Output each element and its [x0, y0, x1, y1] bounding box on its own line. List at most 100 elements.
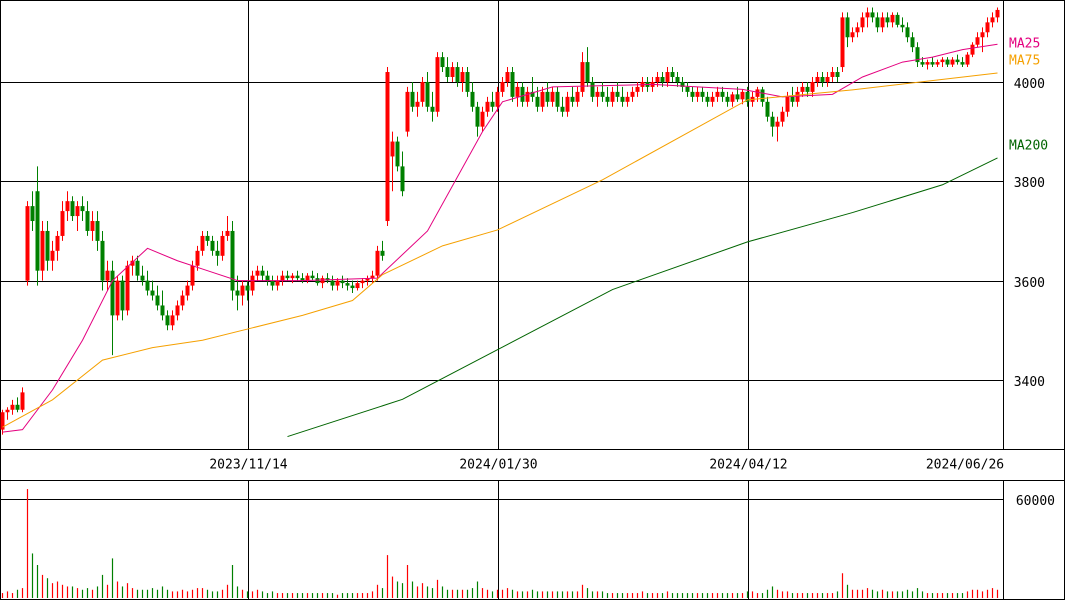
candle-body: [445, 67, 450, 77]
y-tick-label: 3600: [1014, 276, 1045, 291]
candle-body: [530, 91, 535, 97]
y-tick-label: 3400: [1014, 375, 1045, 390]
candle-body: [20, 392, 25, 410]
candle-body: [495, 91, 500, 107]
candle-body: [400, 166, 405, 192]
candle-body: [195, 250, 200, 266]
candle-body: [680, 81, 685, 87]
candle-body: [150, 290, 155, 296]
candle-body: [85, 211, 90, 231]
candle-body: [525, 91, 530, 102]
candle-body: [210, 240, 215, 251]
candle-body: [905, 27, 910, 38]
candle-body: [345, 283, 350, 286]
candle-body: [625, 96, 630, 102]
candle-body: [65, 201, 70, 212]
candle-body: [845, 17, 850, 38]
candle-body: [285, 275, 290, 279]
candle-body: [15, 404, 20, 410]
candle-body: [745, 91, 750, 102]
candle-body: [990, 17, 995, 23]
candle-body: [280, 275, 285, 281]
candle-body: [240, 285, 245, 296]
candle-body: [25, 206, 30, 281]
candle-body: [275, 280, 280, 286]
candle-body: [695, 91, 700, 97]
candle-body: [90, 221, 95, 231]
candle-body: [80, 206, 85, 212]
candle-body: [855, 27, 860, 33]
y-tick-label: 60000: [1016, 494, 1055, 509]
candle-body: [940, 59, 945, 63]
candle-body: [295, 275, 300, 279]
candle-body: [300, 278, 305, 281]
candle-body: [260, 270, 265, 276]
candle-body: [810, 81, 815, 92]
candle-body: [915, 47, 920, 63]
candle-body: [190, 265, 195, 286]
candle-body: [725, 96, 730, 102]
candle-body: [825, 76, 830, 82]
candle-body: [870, 12, 875, 18]
candle-body: [225, 230, 230, 236]
candle-body: [0, 412, 5, 430]
candle-body: [50, 250, 55, 261]
candle-body: [165, 315, 170, 326]
candle-body: [995, 9, 1000, 18]
candle-body: [970, 44, 975, 55]
candle-body: [145, 280, 150, 291]
candle-body: [465, 72, 470, 92]
moving-average-line: [2, 72, 998, 428]
candle-body: [655, 76, 660, 82]
candle-body: [950, 59, 955, 65]
candle-body: [875, 17, 880, 28]
candle-body: [360, 280, 365, 284]
x-tick-label: 2023/11/14: [209, 458, 287, 473]
candle-body: [715, 91, 720, 97]
candle-body: [410, 91, 415, 107]
candle-body: [710, 96, 715, 102]
candle-body: [475, 106, 480, 127]
candle-body: [105, 270, 110, 281]
candle-body: [45, 230, 50, 261]
candle-body: [335, 280, 340, 286]
candle-body: [215, 250, 220, 256]
candle-body: [110, 270, 115, 316]
candle-body: [800, 86, 805, 92]
candle-body: [785, 96, 790, 112]
candle-body: [985, 22, 990, 33]
candle-body: [805, 86, 810, 92]
candle-body: [600, 91, 605, 97]
candle-body: [675, 76, 680, 82]
candle-body: [815, 76, 820, 82]
candle-body: [890, 14, 895, 23]
candle-body: [895, 14, 900, 25]
candle-body: [860, 17, 865, 28]
candle-body: [790, 96, 795, 102]
candle-body: [305, 275, 310, 281]
candle-body: [120, 280, 125, 311]
candle-body: [125, 265, 130, 311]
candle-body: [390, 141, 395, 157]
candle-body: [560, 106, 565, 112]
candle-body: [535, 96, 540, 107]
candle-body: [865, 12, 870, 18]
candle-body: [100, 240, 105, 281]
candle-body: [135, 260, 140, 276]
candle-body: [510, 72, 515, 97]
candle-body: [395, 141, 400, 167]
candle-body: [155, 295, 160, 306]
candle-body: [370, 275, 375, 279]
candle-body: [540, 91, 545, 107]
candle-body: [330, 280, 335, 286]
candle-body: [235, 290, 240, 296]
candle-body: [665, 72, 670, 82]
candle-body: [945, 59, 950, 65]
candle-body: [670, 72, 675, 77]
candle-body: [10, 404, 15, 410]
candle-body: [440, 57, 445, 68]
candle-body: [130, 260, 135, 266]
candle-body: [595, 91, 600, 97]
candle-body: [55, 235, 60, 251]
